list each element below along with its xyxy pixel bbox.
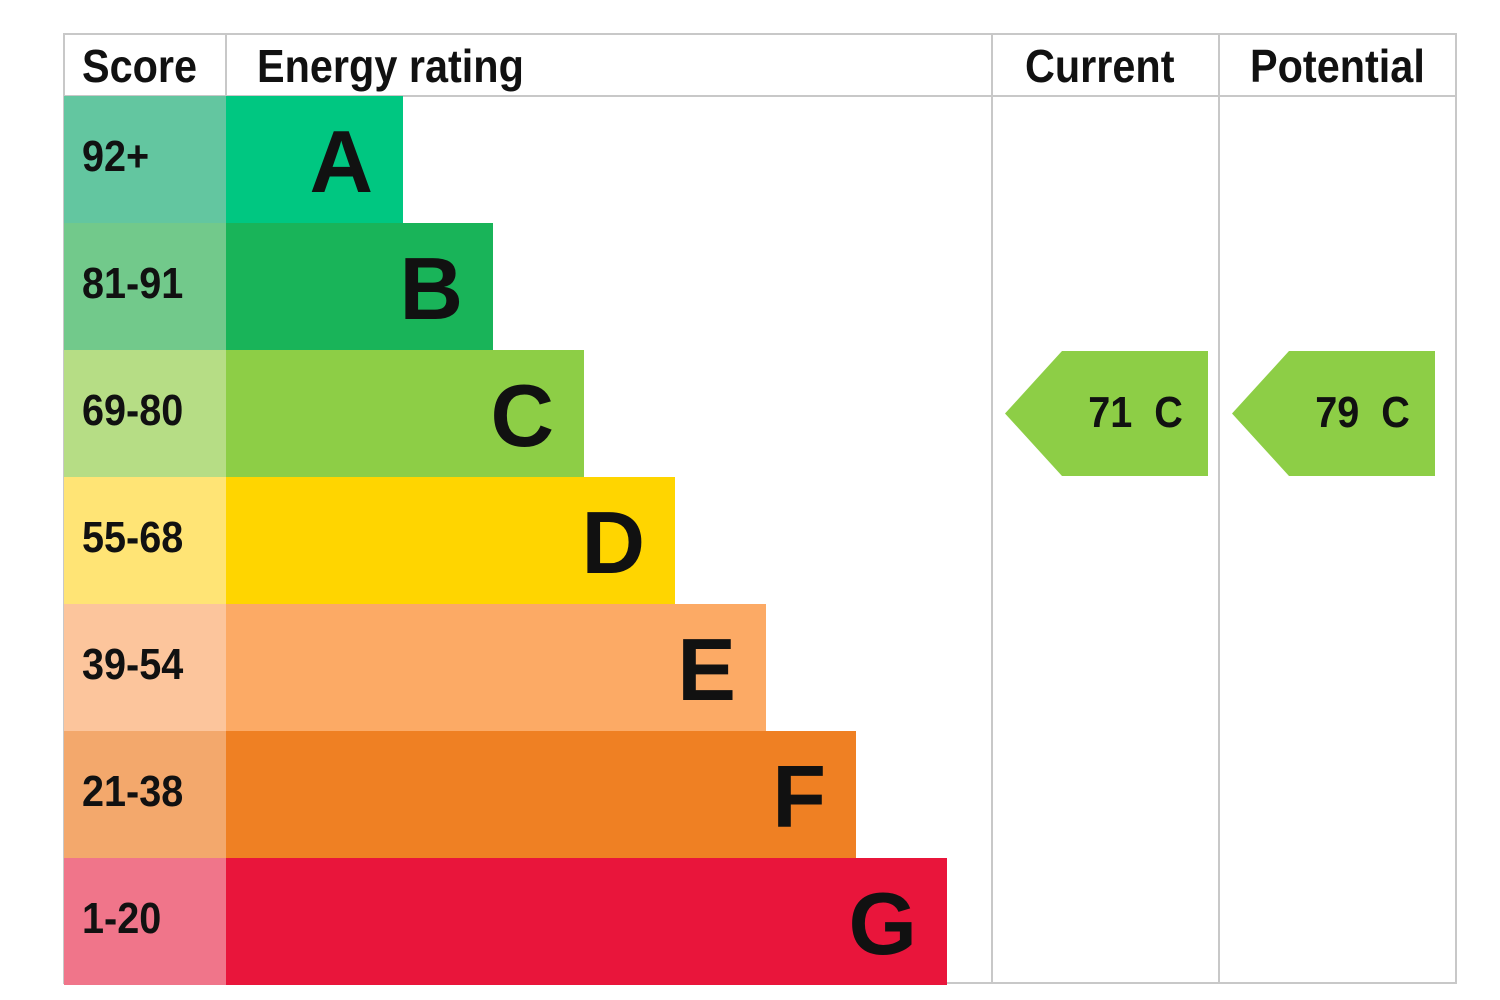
score-range: 39-54 — [82, 640, 184, 689]
score-range: 1-20 — [82, 894, 162, 943]
score-cell-e: 39-54 — [64, 604, 226, 731]
header-current: Current — [1025, 40, 1175, 92]
score-cell-d: 55-68 — [64, 477, 226, 604]
score-cell-g: 1-20 — [64, 858, 226, 985]
score-range: 55-68 — [82, 513, 184, 562]
rating-bar-a: A — [226, 96, 403, 223]
score-cell-c: 69-80 — [64, 350, 226, 477]
header-energy-rating: Energy rating — [257, 40, 524, 92]
potential-rating-label: 79 C — [1315, 387, 1410, 437]
score-range: 21-38 — [82, 767, 184, 816]
score-cell-b: 81-91 — [64, 223, 226, 350]
score-cell-a: 92+ — [64, 96, 226, 223]
rating-bar-f: F — [226, 731, 856, 858]
rating-bar-c: C — [226, 350, 584, 477]
rating-bar-b: B — [226, 223, 493, 350]
score-range: 69-80 — [82, 386, 184, 435]
column-divider — [1218, 33, 1220, 984]
score-cell-f: 21-38 — [64, 731, 226, 858]
header-score: Score — [82, 40, 198, 92]
rating-bar-g: G — [226, 858, 947, 985]
column-divider — [991, 33, 993, 984]
score-range: 81-91 — [82, 259, 184, 308]
rating-bar-e: E — [226, 604, 766, 731]
current-rating-label: 71 C — [1088, 387, 1183, 437]
rating-bar-d: D — [226, 477, 675, 604]
header-potential: Potential — [1250, 40, 1425, 92]
score-range: 92+ — [82, 132, 150, 181]
header-divider — [63, 95, 1457, 97]
